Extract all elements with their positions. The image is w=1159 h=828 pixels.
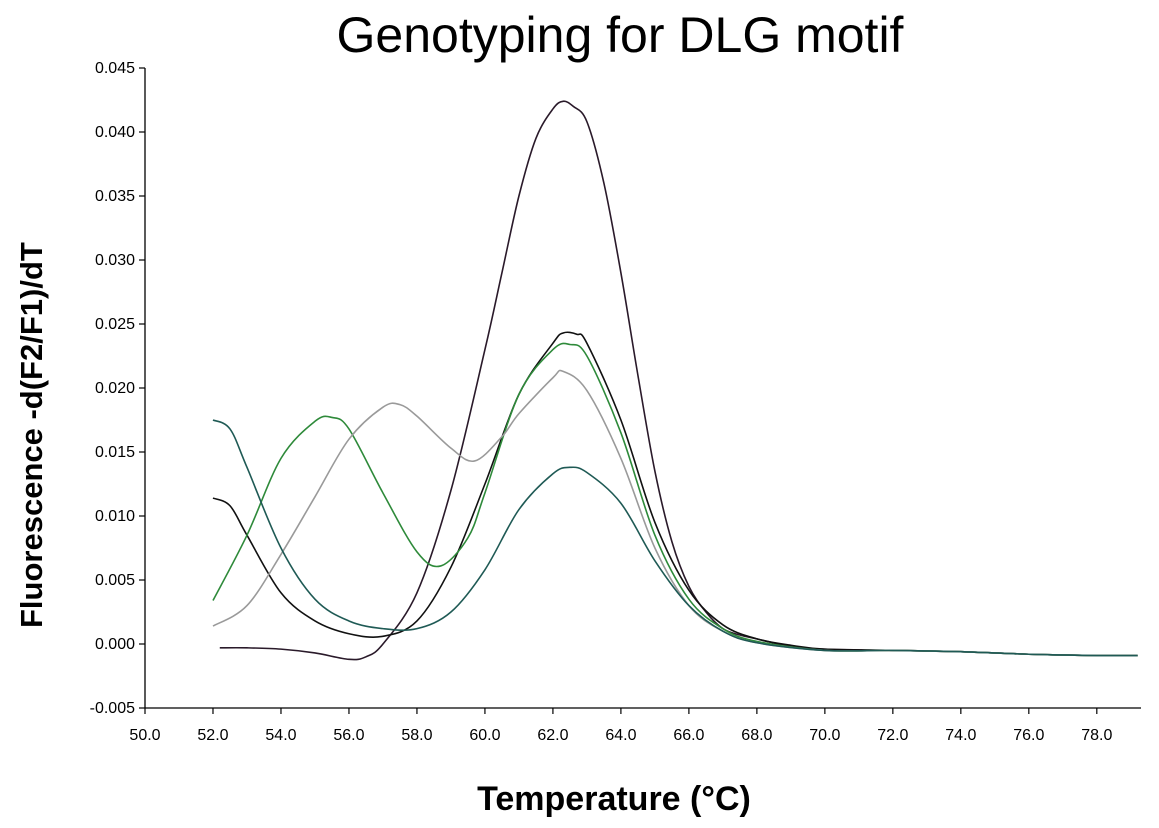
series-line-1	[219, 100, 1138, 661]
x-tick-label: 70.0	[809, 727, 840, 744]
y-tick-label: 0.025	[95, 316, 135, 333]
series-line-2	[212, 331, 1138, 657]
x-tick-label: 56.0	[333, 727, 364, 744]
x-tick-label: 60.0	[469, 727, 500, 744]
x-tick-label: 58.0	[401, 727, 432, 744]
y-tick-label: 0.030	[95, 252, 135, 269]
y-tick-label: 0.040	[95, 124, 135, 141]
y-tick-label: 0.020	[95, 380, 135, 397]
series-line-3	[212, 342, 1138, 657]
x-tick-label: 72.0	[877, 727, 908, 744]
x-tick-label: 78.0	[1081, 727, 1112, 744]
axes: -0.005 0.000 0.005 0.010 0.015 0.020 0.025 0.03…	[90, 60, 1141, 744]
y-tick-label: 0.005	[95, 572, 135, 589]
x-tick-label: 68.0	[741, 727, 772, 744]
y-tick-label: 0.045	[95, 60, 135, 77]
series-layer	[212, 100, 1138, 661]
y-tick-label: 0.010	[95, 508, 135, 525]
chart-title: Genotyping for DLG motif	[336, 7, 904, 63]
y-tick-label: 0.035	[95, 188, 135, 205]
series-line-5	[212, 419, 1138, 657]
x-tick-label: 50.0	[129, 727, 160, 744]
x-tick-label: 52.0	[197, 727, 228, 744]
x-tick-label: 66.0	[673, 727, 704, 744]
y-tick-label: -0.005	[90, 700, 135, 717]
x-tick-label: 64.0	[605, 727, 636, 744]
x-tick-label: 54.0	[265, 727, 296, 744]
x-axis-label: Temperature (°C)	[477, 780, 751, 818]
x-tick-label: 76.0	[1013, 727, 1044, 744]
y-tick-label: 0.015	[95, 444, 135, 461]
y-tick-label: 0.000	[95, 636, 135, 653]
x-tick-label: 62.0	[537, 727, 568, 744]
x-tick-label: 74.0	[945, 727, 976, 744]
series-line-4	[212, 369, 1138, 657]
